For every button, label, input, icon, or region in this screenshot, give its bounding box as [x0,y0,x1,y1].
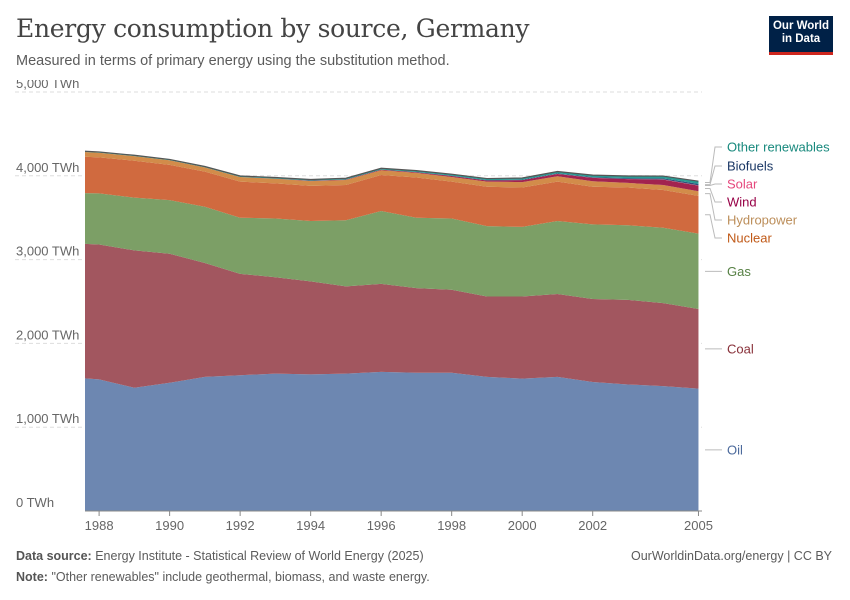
area-gas[interactable] [64,193,699,310]
legend-label-gas[interactable]: Gas [727,264,751,279]
x-tick-label: 1992 [226,518,255,533]
credit-link[interactable]: OurWorldinData.org/energy | CC BY [630,549,832,563]
chart-note: Note: "Other renewables" include geother… [16,570,430,584]
legend-label-other-renewables[interactable]: Other renewables [727,140,830,155]
logo-line-1: Our World [772,20,829,32]
legend-connector [705,165,722,186]
chart-title: Energy consumption by source, Germany [16,14,530,43]
area-hydropower[interactable] [64,151,699,196]
y-tick-label: 3,000 TWh [16,244,79,259]
note-label: Note: [16,570,48,584]
logo-line-2: in Data [781,33,821,45]
legend-label-solar[interactable]: Solar [727,177,758,192]
legend-label-wind[interactable]: Wind [727,195,757,210]
x-tick-label: 1996 [367,518,396,533]
legend-connector [705,183,722,186]
total-outline [85,150,699,182]
y-tick-label: 5,000 TWh [16,80,79,91]
legend-label-biofuels[interactable]: Biofuels [727,159,774,174]
x-tick-label: 2000 [508,518,537,533]
data-source-link[interactable]: Energy Institute - Statistical Review of… [95,549,424,563]
area-coal[interactable] [64,243,699,389]
stacked-area-chart: 0 TWh 1,000 TWh 2,000 TWh 3,000 TWh 4,000 TW… [15,80,830,533]
area-oil[interactable] [64,371,699,511]
y-tick-label: 0 TWh [16,495,54,510]
x-tick-label: 1998 [437,518,466,533]
legend-connector [705,193,722,221]
legend-connector [705,214,722,239]
legend-label-coal[interactable]: Coal [727,341,754,356]
y-tick-label: 2,000 TWh [16,327,79,342]
data-source: Data source: Energy Institute - Statisti… [16,549,424,563]
y-tick-label: 4,000 TWh [16,160,79,175]
x-tick-label: 2005 [684,518,713,533]
note-text: "Other renewables" include geothermal, b… [51,570,430,584]
x-tick-label: 1990 [155,518,184,533]
y-tick-label: 1,000 TWh [16,411,79,426]
legend-connector [705,187,722,203]
x-tick-label: 1994 [296,518,325,533]
x-tick-label: 2002 [578,518,607,533]
legend-label-oil[interactable]: Oil [727,442,743,457]
data-source-label: Data source: [16,549,92,563]
legend-label-hydropower[interactable]: Hydropower [727,213,798,228]
chart-subtitle: Measured in terms of primary energy usin… [16,53,450,69]
x-tick-label: 1988 [85,518,114,533]
owid-logo[interactable]: Our World in Data [769,16,833,55]
legend-label-nuclear[interactable]: Nuclear [727,231,772,246]
area-nuclear[interactable] [64,156,699,234]
legend-connector [705,146,722,184]
